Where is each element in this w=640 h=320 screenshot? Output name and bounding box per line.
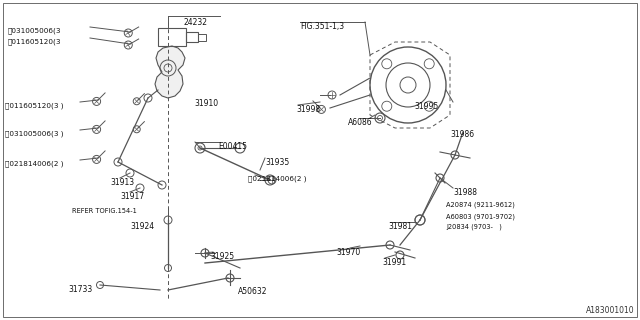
- Text: Ⓑ011605120(3: Ⓑ011605120(3: [8, 38, 61, 44]
- Text: A6086: A6086: [348, 118, 372, 127]
- Text: 31910: 31910: [194, 99, 218, 108]
- Text: 31913: 31913: [110, 178, 134, 187]
- Bar: [186, 32, 198, 42]
- Text: J20834 (9703-   ): J20834 (9703- ): [446, 224, 502, 230]
- Text: 24232: 24232: [183, 18, 207, 27]
- Text: Ⓝ021814006(2 ): Ⓝ021814006(2 ): [248, 175, 307, 182]
- Text: Ⓦ031005006(3: Ⓦ031005006(3: [8, 27, 61, 34]
- Text: A50632: A50632: [238, 287, 268, 296]
- Text: 31924: 31924: [130, 222, 154, 231]
- Text: REFER TOFIG.154-1: REFER TOFIG.154-1: [72, 208, 137, 214]
- Polygon shape: [155, 46, 185, 98]
- Text: 31988: 31988: [453, 188, 477, 197]
- Bar: [198, 34, 206, 41]
- Text: Ⓦ031005006(3 ): Ⓦ031005006(3 ): [5, 130, 63, 137]
- Text: Ⓝ021814006(2 ): Ⓝ021814006(2 ): [5, 160, 63, 167]
- Text: FIG.351-1,3: FIG.351-1,3: [300, 22, 344, 31]
- Text: 31935: 31935: [265, 158, 289, 167]
- Text: 31917: 31917: [120, 192, 144, 201]
- Text: 31998: 31998: [296, 105, 320, 114]
- Text: 31995: 31995: [414, 102, 438, 111]
- Text: A20874 (9211-9612): A20874 (9211-9612): [446, 202, 515, 209]
- Text: 31733: 31733: [68, 285, 92, 294]
- Text: 31991: 31991: [382, 258, 406, 267]
- Text: 31981: 31981: [388, 222, 412, 231]
- Text: Ⓑ011605120(3 ): Ⓑ011605120(3 ): [5, 102, 63, 108]
- Text: E00415: E00415: [218, 142, 247, 151]
- Text: A183001010: A183001010: [586, 306, 635, 315]
- Text: 31970: 31970: [336, 248, 360, 257]
- Text: A60803 (9701-9702): A60803 (9701-9702): [446, 213, 515, 220]
- Bar: [158, 28, 186, 46]
- Text: 31925: 31925: [210, 252, 234, 261]
- Text: 31986: 31986: [450, 130, 474, 139]
